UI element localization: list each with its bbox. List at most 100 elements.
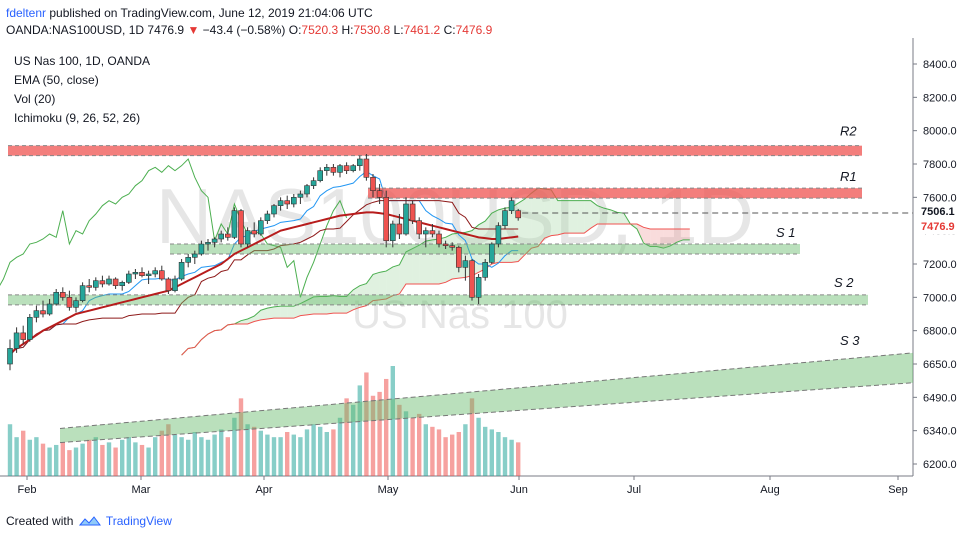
watermark-symbol: NAS100USD, 1D	[156, 172, 754, 260]
candle	[205, 242, 211, 245]
volume-bar	[219, 429, 224, 476]
cloud-segment	[557, 200, 565, 235]
candle	[488, 243, 495, 263]
candle	[422, 230, 429, 235]
price-tick-label: 7200.0	[923, 259, 957, 271]
volume-bar	[252, 426, 257, 476]
candle	[20, 332, 27, 340]
cloud-segment	[392, 264, 400, 296]
cloud-segment	[267, 306, 274, 319]
price-chart[interactable]: NAS100USD, 1D US Nas 100 R2 R1 S 1 S 2 S 3 8400…	[0, 38, 970, 500]
candle	[145, 273, 152, 276]
cloud-segment	[524, 193, 532, 255]
cloud-segment	[260, 308, 268, 320]
cloud-segment	[584, 200, 591, 234]
candle	[396, 223, 403, 235]
price-tick-label: 8200.0	[923, 92, 957, 104]
s2-label: S 2	[834, 275, 854, 290]
price-tick-label: 8000.0	[923, 126, 957, 138]
candle	[330, 167, 337, 173]
cloud-segment	[293, 303, 301, 319]
volume-bar	[153, 437, 158, 476]
candle	[449, 245, 456, 248]
cloud-segment	[412, 245, 420, 284]
candle	[112, 278, 119, 286]
cloud-segment	[425, 239, 433, 284]
volume-bar	[496, 432, 501, 476]
candle	[277, 200, 284, 206]
volume-bar	[423, 424, 428, 476]
candle	[343, 165, 350, 171]
candle	[455, 247, 462, 268]
cloud-segment	[577, 200, 585, 234]
volume-bar	[27, 439, 32, 476]
cloud-segment	[287, 306, 294, 319]
candle	[73, 300, 79, 308]
tradingview-link[interactable]: TradingView	[105, 514, 172, 528]
volume-bar	[516, 442, 521, 476]
volume-bar	[450, 434, 455, 476]
volume-bar	[199, 437, 204, 476]
candle	[53, 292, 60, 305]
cloud-segment	[379, 271, 387, 300]
s3-label: S 3	[840, 333, 860, 348]
candle	[363, 158, 370, 178]
cloud-segment	[439, 237, 446, 284]
close-value: 7476.9	[455, 23, 493, 37]
cloud-segment	[683, 229, 690, 240]
volume-bar	[186, 439, 191, 476]
legend-ichimoku[interactable]: Ichimoku (9, 26, 52, 26)	[14, 111, 141, 125]
candle	[317, 170, 324, 181]
volume-bar	[212, 434, 217, 476]
price-label-box	[913, 217, 970, 235]
candle	[271, 205, 277, 215]
cloud-segment	[445, 234, 453, 283]
cloud-segment	[280, 306, 288, 319]
candle	[192, 253, 198, 258]
time-tick-label: Aug	[760, 484, 780, 496]
volume-bar	[172, 434, 178, 476]
down-arrow-icon: ▼	[187, 23, 200, 37]
candle	[7, 348, 13, 365]
legend-title: US Nas 100, 1D, OANDA	[14, 54, 151, 68]
ema-50-line	[9, 211, 519, 354]
candle	[93, 280, 99, 288]
volume-bar	[113, 447, 118, 476]
volume-bar	[337, 417, 343, 476]
candle	[356, 158, 363, 166]
candle	[515, 210, 522, 219]
candle	[284, 200, 291, 205]
volume-bar	[21, 430, 26, 476]
candle	[350, 165, 357, 171]
legend-volume[interactable]: Vol (20)	[14, 92, 56, 106]
volume-bar	[192, 432, 197, 476]
s3-lower-line	[59, 382, 914, 444]
candle	[40, 310, 46, 315]
open-value: 7520.3	[301, 23, 339, 37]
cloud-segment	[643, 227, 651, 247]
cloud-segment	[656, 229, 664, 249]
candle	[290, 197, 297, 205]
candle	[159, 270, 165, 280]
cloud-segment	[359, 283, 367, 308]
candle	[211, 238, 218, 243]
volume-bar	[73, 447, 79, 476]
candle	[376, 190, 383, 198]
candle	[436, 233, 442, 245]
publish-header: fdeltenr published on TradingView.com, J…	[6, 4, 373, 22]
volume-bar	[245, 424, 250, 476]
candle	[231, 210, 238, 238]
cloud-segment	[571, 200, 578, 234]
cloud-segment	[373, 272, 380, 301]
author-link[interactable]: fdeltenr	[6, 6, 47, 20]
close-label: C:	[443, 23, 456, 37]
tradingview-logo-icon	[78, 516, 101, 526]
legend-ema[interactable]: EMA (50, close)	[14, 73, 99, 87]
price-tick-label: 8400.0	[923, 59, 957, 71]
candle	[462, 260, 469, 268]
volume-bar	[285, 432, 290, 476]
candle	[126, 273, 132, 283]
candle	[172, 278, 178, 291]
volume-bar	[443, 437, 448, 476]
volume-bar	[258, 430, 263, 476]
